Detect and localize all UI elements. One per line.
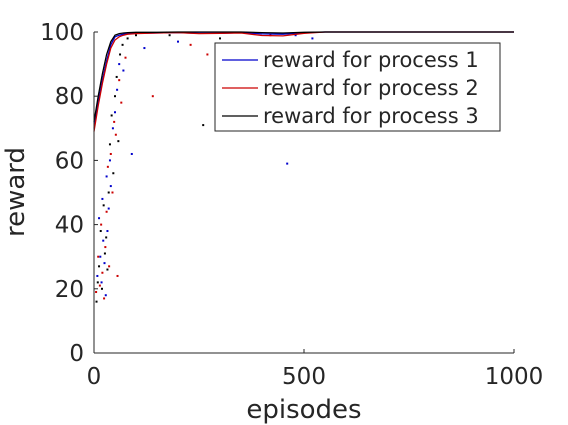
scatter-point	[286, 162, 289, 165]
scatter-point	[143, 47, 146, 50]
scatter-point	[124, 56, 127, 59]
scatter-point	[107, 191, 110, 194]
scatter-point	[113, 120, 116, 123]
x-tick-label: 1000	[485, 364, 544, 390]
legend-label-1: reward for process 1	[263, 48, 479, 72]
scatter-point	[105, 175, 108, 178]
scatter-point	[109, 152, 112, 155]
x-axis-title: episodes	[246, 395, 361, 425]
scatter-point	[122, 69, 125, 72]
y-tick-label: 20	[55, 277, 84, 303]
scatter-point	[120, 101, 123, 104]
scatter-point	[103, 297, 106, 300]
series-line-3	[93, 31, 514, 123]
scatter-point	[116, 274, 119, 277]
legend-label-2: reward for process 2	[263, 76, 479, 100]
scatter-point	[104, 246, 107, 249]
scatter-point	[135, 34, 137, 37]
scatter-point	[103, 252, 106, 255]
scatter-point	[118, 79, 121, 82]
y-tick-label: 0	[69, 341, 84, 367]
scatter-point	[98, 284, 101, 287]
scatter-point	[99, 255, 102, 258]
scatter-point	[219, 37, 221, 40]
scatter-point	[119, 53, 122, 56]
scatter-point	[105, 236, 108, 239]
scatter-point	[102, 239, 105, 242]
series-layer	[93, 31, 514, 132]
scatter-point	[112, 172, 115, 175]
scatter-point	[121, 43, 124, 46]
scatter-point	[177, 40, 179, 43]
scatter-point	[206, 53, 209, 56]
scatter-point	[294, 34, 297, 37]
x-tick-label: 500	[282, 364, 326, 390]
x-tick-label: 0	[87, 364, 102, 390]
scatter-point	[110, 114, 113, 117]
scatter-point	[100, 223, 103, 226]
scatter-point	[115, 75, 118, 78]
scatter-point	[96, 274, 99, 277]
scatter-point	[106, 165, 109, 168]
scatter-point	[151, 95, 154, 98]
scatter-point	[102, 204, 105, 207]
scatter-point	[103, 262, 106, 265]
scatter-point	[311, 37, 314, 40]
scatter-point	[99, 230, 102, 233]
series-line-2	[93, 31, 514, 132]
scatter-point	[105, 210, 108, 213]
y-tick-label: 60	[55, 148, 84, 174]
scatter-point	[95, 300, 98, 303]
legend-label-3: reward for process 3	[263, 104, 479, 128]
scatter-point	[98, 265, 101, 268]
scatter-point	[106, 230, 109, 233]
ticks-layer: 0 500 1000 0 20 40 60 80 100	[40, 20, 543, 390]
legend: reward for process 1 reward for process 2…	[214, 42, 501, 132]
scatter-point	[189, 43, 192, 46]
scatter-point	[101, 271, 104, 274]
scatter-point	[126, 37, 129, 40]
y-tick-label: 100	[40, 20, 84, 46]
y-tick-label: 80	[55, 84, 84, 110]
scatter-point	[168, 34, 171, 37]
scatter-point	[118, 63, 121, 66]
scatter-point	[106, 268, 109, 271]
scatter-point	[108, 143, 111, 146]
scatter-point	[111, 191, 114, 194]
scatter-point	[202, 124, 205, 127]
y-tick-label: 40	[55, 213, 84, 239]
scatter-point	[114, 133, 117, 136]
scatter-point	[114, 95, 116, 98]
scatter-point	[96, 281, 99, 284]
scatter-point	[108, 159, 111, 162]
scatter-point	[109, 185, 112, 188]
scatter-point	[108, 265, 111, 268]
scatter-point	[95, 291, 98, 294]
scatter-layer	[95, 34, 314, 303]
legend-box	[214, 42, 501, 132]
scatter-point	[100, 281, 103, 284]
scatter-point	[101, 197, 104, 200]
scatter-point	[111, 127, 114, 130]
scatter-point	[107, 207, 110, 210]
scatter-point	[104, 294, 107, 297]
scatter-point	[114, 111, 116, 114]
scatter-point	[116, 88, 119, 91]
scatter-point	[97, 255, 100, 258]
scatter-point	[130, 152, 133, 155]
legend-entries: reward for process 1 reward for process 2…	[222, 48, 479, 128]
scatter-point	[100, 287, 103, 290]
y-axis-title: reward	[1, 147, 31, 237]
scatter-point	[98, 217, 101, 220]
scatter-point	[117, 140, 120, 143]
